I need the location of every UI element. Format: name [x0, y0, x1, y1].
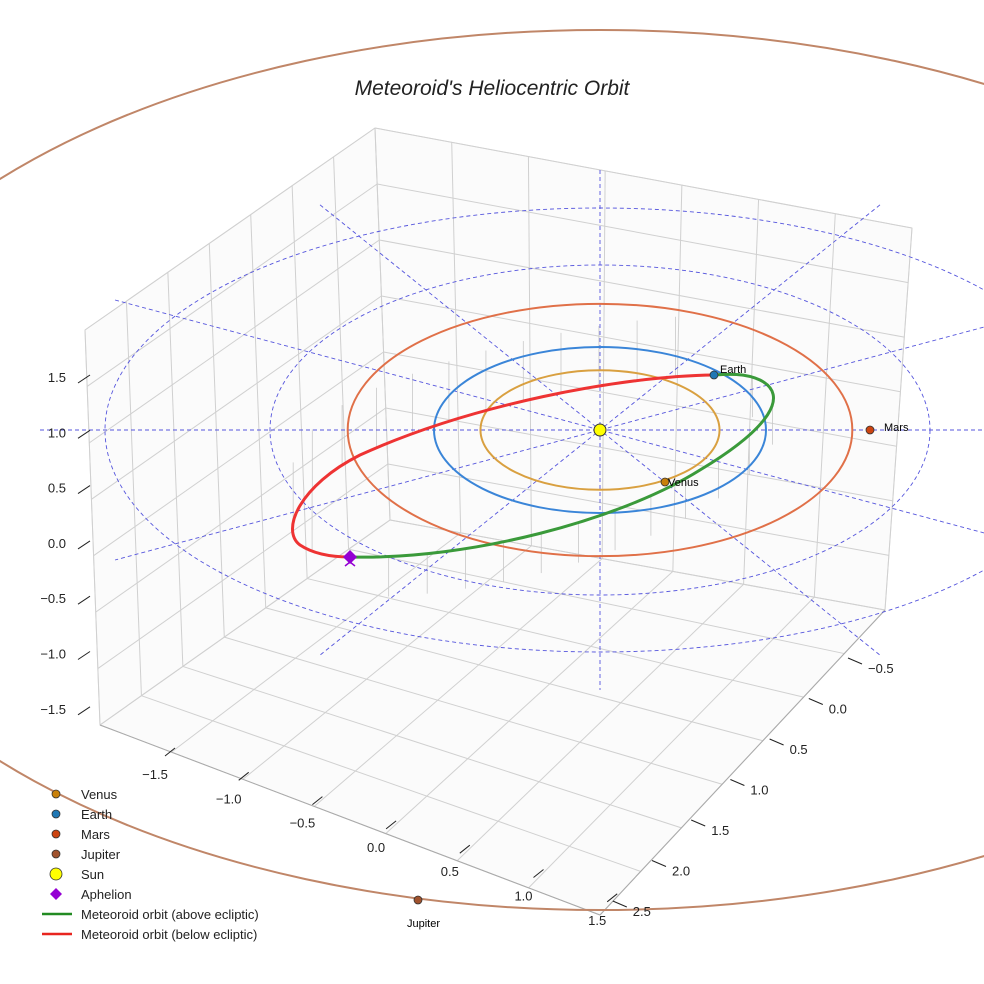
mars-marker	[865, 425, 875, 435]
legend-circle-icon	[51, 829, 61, 839]
legend-label: Jupiter	[81, 847, 121, 862]
axis-ticks: 1.5 1.0 0.5 0.0 −0.5 −1.0 −1.5 −1.5 −1.0 −0.5 0.0 0…	[40, 370, 893, 928]
earth-label: Earth	[720, 364, 746, 376]
x-tick-label: 1.5	[588, 913, 606, 928]
mars-label: Mars	[884, 422, 909, 434]
y-tick-label: 2.5	[633, 904, 651, 919]
earth-marker	[709, 370, 719, 380]
planet-orbits	[346, 302, 854, 558]
legend-item: Meteoroid orbit (below ecliptic)	[42, 927, 257, 942]
legend-circle-icon	[51, 809, 61, 819]
jupiter-label: Jupiter	[407, 918, 440, 930]
z-tick-label: −1.5	[40, 702, 66, 717]
legend-item: Mars	[51, 827, 110, 842]
gridlines	[84, 127, 913, 916]
x-tick-label: 1.0	[514, 889, 532, 904]
venus-orbit	[479, 369, 721, 491]
legend-label: Meteoroid orbit (above ecliptic)	[81, 907, 259, 922]
y-tick-label: 0.0	[829, 702, 847, 717]
jupiter-marker	[413, 895, 423, 905]
legend-circle-icon	[49, 867, 63, 881]
legend-label: Venus	[81, 787, 118, 802]
legend-label: Earth	[81, 807, 112, 822]
venus-label: Venus	[668, 477, 699, 489]
legend-label: Sun	[81, 867, 104, 882]
reference-radial	[114, 299, 984, 534]
sun-marker	[593, 423, 607, 437]
chart-title: Meteoroid's Heliocentric Orbit	[355, 77, 631, 100]
meteoroid-orbit-above	[349, 372, 775, 559]
y-tick-label: 1.0	[750, 783, 768, 798]
legend-item: Aphelion	[50, 887, 132, 902]
venus-marker	[660, 477, 670, 487]
y-tick-label: 0.5	[790, 742, 808, 757]
x-tick-label: −0.5	[290, 816, 316, 831]
x-tick-label: 0.0	[367, 840, 385, 855]
z-tick-label: −1.0	[40, 647, 66, 662]
y-tick-label: −0.5	[868, 661, 894, 676]
legend-item: Venus	[51, 787, 118, 802]
aphelion-marker	[343, 550, 357, 564]
jupiter-orbit	[0, 29, 984, 911]
legend-item: Sun	[49, 867, 104, 882]
legend-item: Jupiter	[51, 847, 121, 862]
x-tick-label: −1.5	[142, 767, 168, 782]
z-tick-label: 1.5	[48, 370, 66, 385]
legend-diamond-icon	[50, 888, 62, 900]
meteoroid-orbit-below	[291, 373, 715, 559]
legend-item: Meteoroid orbit (above ecliptic)	[42, 907, 259, 922]
legend-circle-icon	[51, 849, 61, 859]
x-tick-label: 0.5	[441, 864, 459, 879]
reference-radial	[114, 326, 984, 561]
y-tick-label: 2.0	[672, 864, 690, 879]
mars-orbit	[346, 302, 854, 558]
z-tick-label: 1.0	[48, 425, 66, 440]
legend-label: Meteoroid orbit (below ecliptic)	[81, 927, 257, 942]
aphelion-x-marker	[344, 557, 356, 567]
legend-label: Aphelion	[81, 887, 132, 902]
x-tick-label: −1.0	[216, 791, 242, 806]
legend-circle-icon	[51, 789, 61, 799]
z-tick-label: −0.5	[40, 591, 66, 606]
legend-label: Mars	[81, 827, 110, 842]
earth-orbit	[433, 346, 767, 514]
z-tick-label: 0.0	[48, 536, 66, 551]
legend-item: Earth	[51, 807, 112, 822]
legend: Venus Earth Mars Jupiter Sun Aphelion Meteoroi…	[42, 787, 259, 942]
y-tick-label: 1.5	[711, 823, 729, 838]
z-tick-label: 0.5	[48, 481, 66, 496]
